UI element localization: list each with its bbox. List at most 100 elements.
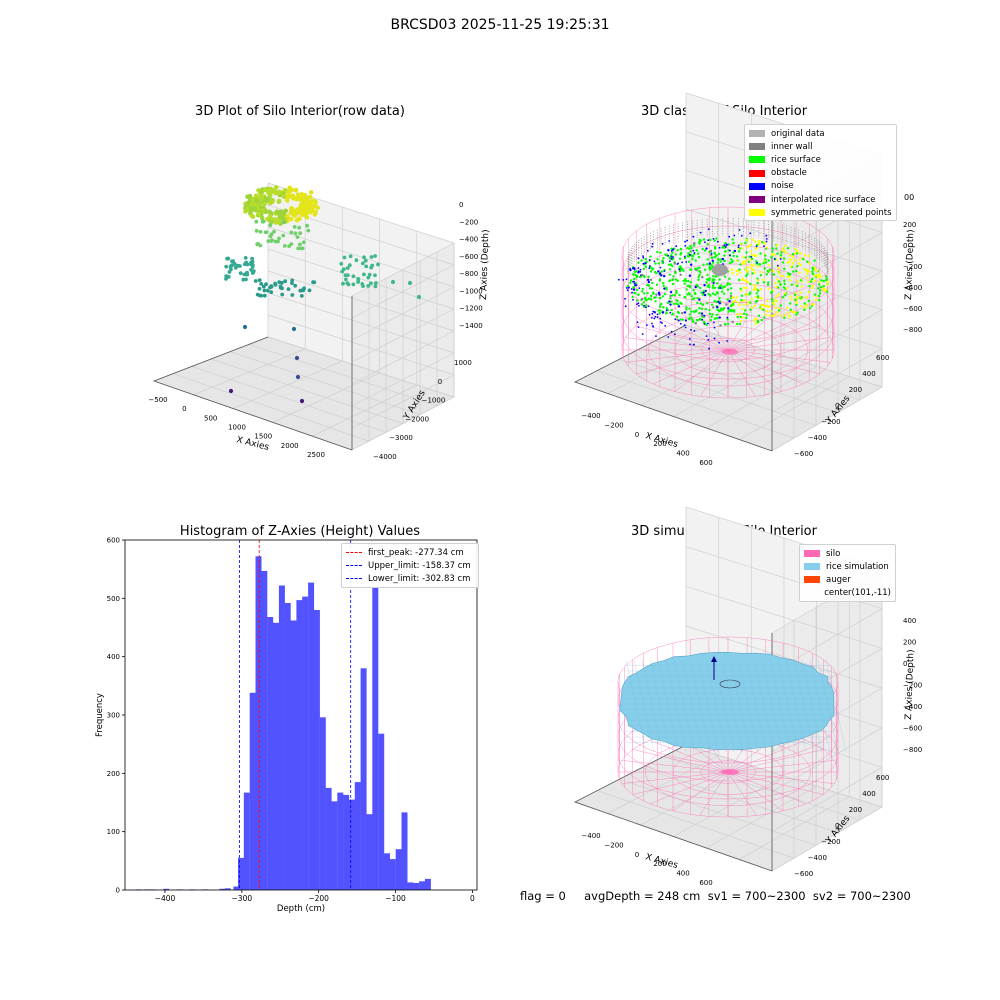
- data-point: [782, 257, 786, 260]
- data-point: [777, 280, 781, 283]
- data-point: [795, 269, 798, 273]
- data-point: [739, 271, 742, 274]
- data-point: [815, 269, 819, 272]
- noise-point: [779, 258, 782, 260]
- data-point: [762, 262, 765, 265]
- data-point: [283, 208, 289, 214]
- noise-point: [755, 245, 758, 248]
- data-point: [652, 292, 655, 295]
- data-point: [759, 304, 763, 307]
- tick-label: 2500: [307, 451, 325, 459]
- data-point: [631, 295, 634, 299]
- noise-point: [639, 268, 642, 271]
- data-point: [696, 296, 699, 300]
- tick-label: −200: [459, 218, 478, 226]
- surface-mesh: [801, 659, 823, 753]
- data-point: [822, 279, 825, 283]
- tick-label: 200: [903, 221, 916, 229]
- noise-point: [718, 246, 721, 249]
- data-point: [713, 299, 716, 303]
- data-point: [750, 306, 754, 309]
- data-point: [641, 297, 644, 301]
- data-point: [690, 317, 694, 320]
- legend-label: obstacle: [771, 168, 807, 179]
- data-point: [683, 282, 686, 285]
- noise-point: [681, 261, 683, 264]
- data-point: [762, 281, 766, 284]
- data-point: [643, 292, 646, 295]
- tick-label: −1000: [459, 287, 483, 295]
- noise-point: [690, 329, 692, 331]
- data-point: [286, 287, 291, 291]
- data-point: [651, 281, 654, 285]
- data-point: [296, 246, 301, 251]
- data-point: [354, 258, 359, 263]
- noise-point: [686, 239, 688, 242]
- data-point: [813, 259, 816, 262]
- data-point: [719, 324, 722, 327]
- data-point: [783, 314, 786, 317]
- data-point: [690, 263, 693, 266]
- histogram-x-ticks: −400 −300 −200 −100 0: [155, 890, 475, 903]
- tick-label: 0: [635, 851, 639, 859]
- tick-label: −3000: [389, 434, 413, 442]
- axis-line: [573, 744, 773, 872]
- data-point: [809, 280, 813, 283]
- data-point: [244, 206, 250, 211]
- data-point: [266, 239, 271, 244]
- data-point: [728, 309, 732, 312]
- noise-point: [723, 244, 726, 247]
- noise-point: [740, 234, 743, 237]
- data-point: [731, 302, 735, 306]
- data-point: [803, 267, 806, 270]
- data-point: [745, 286, 748, 290]
- noise-point: [750, 256, 753, 258]
- histogram-bar: [296, 600, 303, 890]
- histogram-bar: [372, 587, 379, 890]
- data-point: [668, 273, 672, 276]
- legend-label: symmetric generated points: [771, 207, 892, 218]
- tick-label: 0: [835, 822, 839, 830]
- data-point: [287, 185, 292, 191]
- data-point: [779, 304, 782, 307]
- data-point: [701, 293, 705, 296]
- data-point: [701, 276, 704, 279]
- tick-label: 600: [107, 537, 120, 545]
- data-point: [698, 312, 701, 315]
- data-point: [765, 273, 768, 276]
- data-point: [707, 293, 710, 296]
- data-point: [721, 246, 724, 249]
- data-point: [374, 281, 378, 285]
- tick-label: 600: [699, 459, 712, 467]
- data-point: [816, 274, 819, 277]
- data-point: [685, 306, 688, 309]
- data-point: [238, 264, 242, 268]
- data-point: [699, 271, 702, 274]
- tick-label: 300: [107, 712, 120, 720]
- panel2-z-top-tick: 00: [904, 193, 914, 202]
- surface-mesh: [673, 659, 695, 753]
- data-point: [249, 213, 255, 219]
- noise-point: [777, 264, 779, 267]
- data-point: [662, 306, 665, 309]
- data-point: [711, 280, 714, 283]
- data-point: [253, 279, 258, 283]
- data-point: [721, 308, 725, 311]
- data-point: [776, 278, 779, 281]
- noise-point: [631, 291, 633, 294]
- data-point: [731, 238, 734, 241]
- data-point: [755, 317, 758, 320]
- legend-label: inner wall: [771, 141, 813, 152]
- data-point: [719, 308, 722, 311]
- tick-label: −400: [581, 832, 600, 840]
- data-point: [280, 292, 285, 297]
- data-point: [775, 300, 778, 303]
- data-point: [768, 305, 771, 309]
- data-point: [747, 245, 750, 248]
- surface-mesh: [641, 659, 663, 753]
- surface-mesh: [697, 659, 719, 753]
- data-point: [764, 254, 767, 257]
- noise-point: [633, 282, 636, 285]
- data-point: [356, 276, 361, 281]
- data-point: [706, 263, 709, 266]
